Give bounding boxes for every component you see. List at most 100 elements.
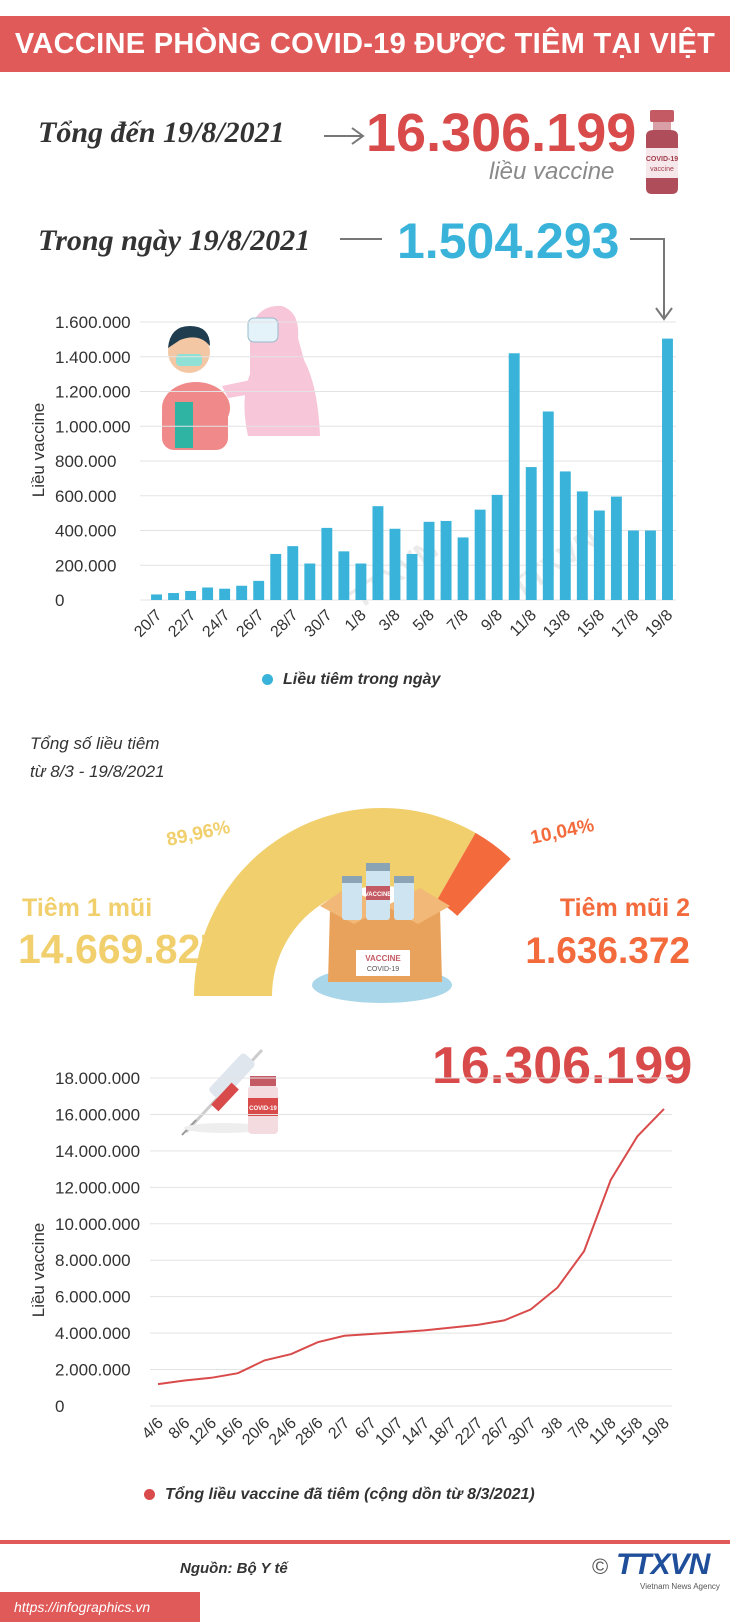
x-tick-label: 7/8 — [444, 607, 472, 635]
dose-donut-chart: VACCINE VACCINE COVID-19 89,96% 10,04% — [165, 808, 597, 1003]
arrow-down-icon — [630, 238, 673, 321]
total-value: 16.306.199 — [366, 103, 637, 163]
footer-source: Nguồn: Bộ Y tế — [180, 1560, 288, 1577]
dose2-percent: 10,04% — [529, 815, 597, 849]
bar-8/8 — [474, 509, 486, 600]
total-unit: liều vaccine — [489, 158, 615, 185]
y-tick-label: 10.000.000 — [55, 1215, 140, 1234]
x-tick-label: 28/6 — [293, 1415, 327, 1449]
y-tick-label: 1.000.000 — [55, 417, 131, 436]
y-tick-label: 14.000.000 — [55, 1142, 140, 1161]
bar-16/8 — [610, 496, 622, 600]
bar-28/7 — [287, 546, 299, 600]
y-tick-label: 800.000 — [55, 452, 116, 471]
x-tick-label: 28/7 — [268, 607, 302, 641]
cumulative-headline: 16.306.199 — [432, 1037, 693, 1095]
x-tick-label: 4/6 — [139, 1415, 167, 1443]
ttxvn-logo-subtitle: Vietnam News Agency — [640, 1582, 720, 1591]
y-tick-label: 6.000.000 — [55, 1288, 131, 1307]
x-tick-label: 19/8 — [642, 607, 676, 641]
x-tick-label: 10/7 — [372, 1415, 406, 1449]
ttxvn-logo: TTXVN — [616, 1548, 710, 1581]
box-label-1: VACCINE — [365, 954, 401, 963]
footer-url-link[interactable]: https://infographics.vn — [0, 1592, 200, 1622]
cumulative-legend: Tổng liều vaccine đã tiêm (cộng dồn từ 8… — [144, 1486, 535, 1504]
cumulative-series-line — [157, 1108, 665, 1386]
x-tick-label: 17/8 — [608, 607, 642, 641]
bar-6/8 — [440, 520, 452, 600]
y-tick-label: 8.000.000 — [55, 1251, 131, 1270]
page-title: VACCINE PHÒNG COVID-19 ĐƯỢC TIÊM TẠI VIỆ… — [0, 16, 730, 116]
dose-title-line1: Tổng số liều tiêm — [30, 734, 160, 753]
legend-dot-icon — [262, 674, 273, 686]
bar-2/8 — [372, 506, 384, 600]
cumulative-line-chart: COVID-19 Liều vaccine 18.000.000 16.000.0… — [29, 1048, 673, 1449]
bar-22/7 — [185, 590, 197, 600]
day-label: Trong ngày 19/8/2021 — [38, 224, 311, 257]
svg-text:COVID-19: COVID-19 — [646, 156, 678, 163]
x-tick-label: 15/8 — [612, 1415, 646, 1449]
bar-10/8 — [508, 353, 520, 600]
x-tick-label: 30/7 — [302, 607, 336, 641]
y-tick-label: 0 — [55, 1397, 64, 1416]
bar-19/8 — [662, 338, 673, 600]
vaccination-illustration — [162, 305, 320, 450]
dose2-value: 1.636.372 — [525, 930, 690, 971]
bar-11/8 — [525, 467, 537, 600]
y-tick-label: 0 — [55, 591, 64, 610]
dose2-label: Tiêm mũi 2 — [559, 894, 690, 922]
x-tick-label: 20/7 — [131, 607, 165, 641]
svg-text:TTXVN: TTXVN — [505, 522, 604, 605]
x-tick-label: 22/7 — [165, 607, 199, 641]
x-tick-label: 30/7 — [506, 1415, 540, 1449]
vaccine-vial-icon: COVID-19 vaccine — [646, 110, 678, 194]
dose-title-line2: từ 8/3 - 19/8/2021 — [30, 762, 165, 781]
bar-26/7 — [253, 580, 265, 600]
total-label: Tổng đến 19/8/2021 — [38, 116, 285, 149]
bar-13/8 — [559, 471, 571, 600]
x-tick-label: 3/8 — [376, 607, 404, 635]
x-tick-label: 22/7 — [452, 1415, 486, 1449]
x-tick-label: 18/7 — [426, 1415, 460, 1449]
x-tick-label: 14/7 — [399, 1415, 433, 1449]
x-tick-label: 11/8 — [507, 607, 540, 640]
bar-23/7 — [202, 587, 214, 600]
dose1-percent: 89,96% — [165, 817, 233, 851]
bar-1/8 — [355, 563, 367, 600]
x-tick-label: 2/7 — [325, 1415, 353, 1443]
box-label-2: COVID-19 — [367, 966, 399, 973]
dose-segment-2 — [436, 832, 511, 916]
bar-27/7 — [270, 553, 282, 600]
x-tick-label: 13/8 — [540, 607, 574, 641]
y-tick-label: 1.400.000 — [55, 348, 131, 367]
syringe-illustration: COVID-19 — [181, 1048, 278, 1136]
y-tick-label: 1.600.000 — [55, 313, 131, 332]
x-tick-label: 20/6 — [239, 1415, 273, 1449]
x-tick-label: 24/7 — [199, 607, 233, 641]
y-tick-label: 200.000 — [55, 556, 116, 575]
y-tick-label: 400.000 — [55, 522, 116, 541]
y-tick-label: 16.000.000 — [55, 1105, 140, 1124]
y-tick-label: 18.000.000 — [55, 1069, 140, 1088]
x-tick-label: 26/7 — [479, 1415, 513, 1449]
y-tick-label: 1.200.000 — [55, 383, 131, 402]
bar-17/8 — [627, 530, 639, 600]
daily-legend-label: Liều tiêm trong ngày — [283, 671, 441, 688]
bar-24/7 — [219, 588, 231, 600]
cum-y-axis-label: Liều vaccine — [29, 1223, 48, 1318]
daily-bar-chart: TTXVN TTXVN Liều vaccine 1.600.0001.400.… — [29, 305, 676, 641]
x-tick-label: 24/6 — [266, 1415, 300, 1449]
y-tick-label: 4.000.000 — [55, 1324, 131, 1343]
x-tick-label: 19/8 — [639, 1415, 673, 1449]
x-tick-label: 5/8 — [410, 607, 438, 635]
bar-31/7 — [338, 551, 350, 600]
bar-30/7 — [321, 527, 333, 600]
y-tick-label: 12.000.000 — [55, 1178, 140, 1197]
dose-chart-title: Tổng số liều tiêm từ 8/3 - 19/8/2021 — [30, 730, 165, 786]
x-tick-label: 15/8 — [574, 607, 608, 641]
x-tick-label: 9/8 — [478, 607, 506, 635]
bar-14/8 — [576, 491, 588, 600]
y-tick-label: 600.000 — [55, 487, 116, 506]
syringe-vial-label: COVID-19 — [249, 1106, 277, 1112]
x-tick-label: 16/6 — [213, 1415, 247, 1449]
